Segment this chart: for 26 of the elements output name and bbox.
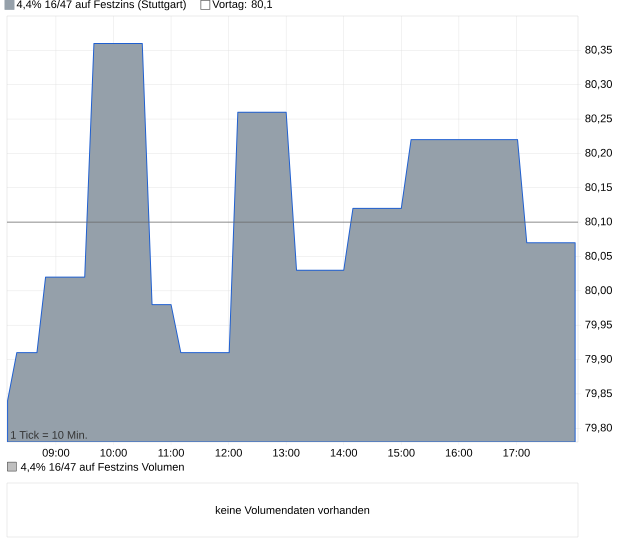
x-tick-label: 13:00	[273, 448, 300, 457]
y-tick-label: 80,30	[585, 80, 612, 90]
x-tick-label: 11:00	[158, 448, 184, 457]
y-tick-label: 79,80	[585, 424, 612, 433]
x-tick-label: 12:00	[216, 448, 242, 457]
y-tick-label: 80,05	[585, 252, 612, 262]
y-tick-label: 80,00	[585, 286, 612, 296]
x-tick-label: 09:00	[42, 448, 70, 457]
legend-label: Vortag: 80,1	[212, 0, 272, 10]
y-tick-label: 80,15	[585, 183, 612, 192]
text: keine Volumendaten vorhanden	[216, 506, 370, 514]
x-tick-label: 14:00	[330, 448, 358, 457]
x-tick-label: 16:00	[446, 448, 472, 457]
y-tick-label: 79,95	[585, 320, 612, 330]
y-tick-label: 79,85	[585, 389, 612, 398]
y-tick-label: 80,20	[585, 148, 612, 158]
text: 4,4% 16/47 auf Festzins Volumen	[20, 462, 184, 472]
x-tick-label: 10:00	[100, 448, 127, 457]
y-tick-label: 80,35	[585, 46, 612, 55]
legend-label: 4,4% 16/47 auf Festzins (Stuttgart)	[16, 0, 186, 10]
y-tick-label: 80,10	[585, 218, 612, 227]
annotation: 1 Tick = 10 Min.	[11, 430, 87, 439]
y-tick-label: 80,25	[585, 114, 612, 124]
y-tick-label: 79,90	[585, 354, 612, 364]
x-tick-label: 15:00	[388, 448, 415, 457]
x-tick-label: 17:00	[503, 448, 530, 457]
